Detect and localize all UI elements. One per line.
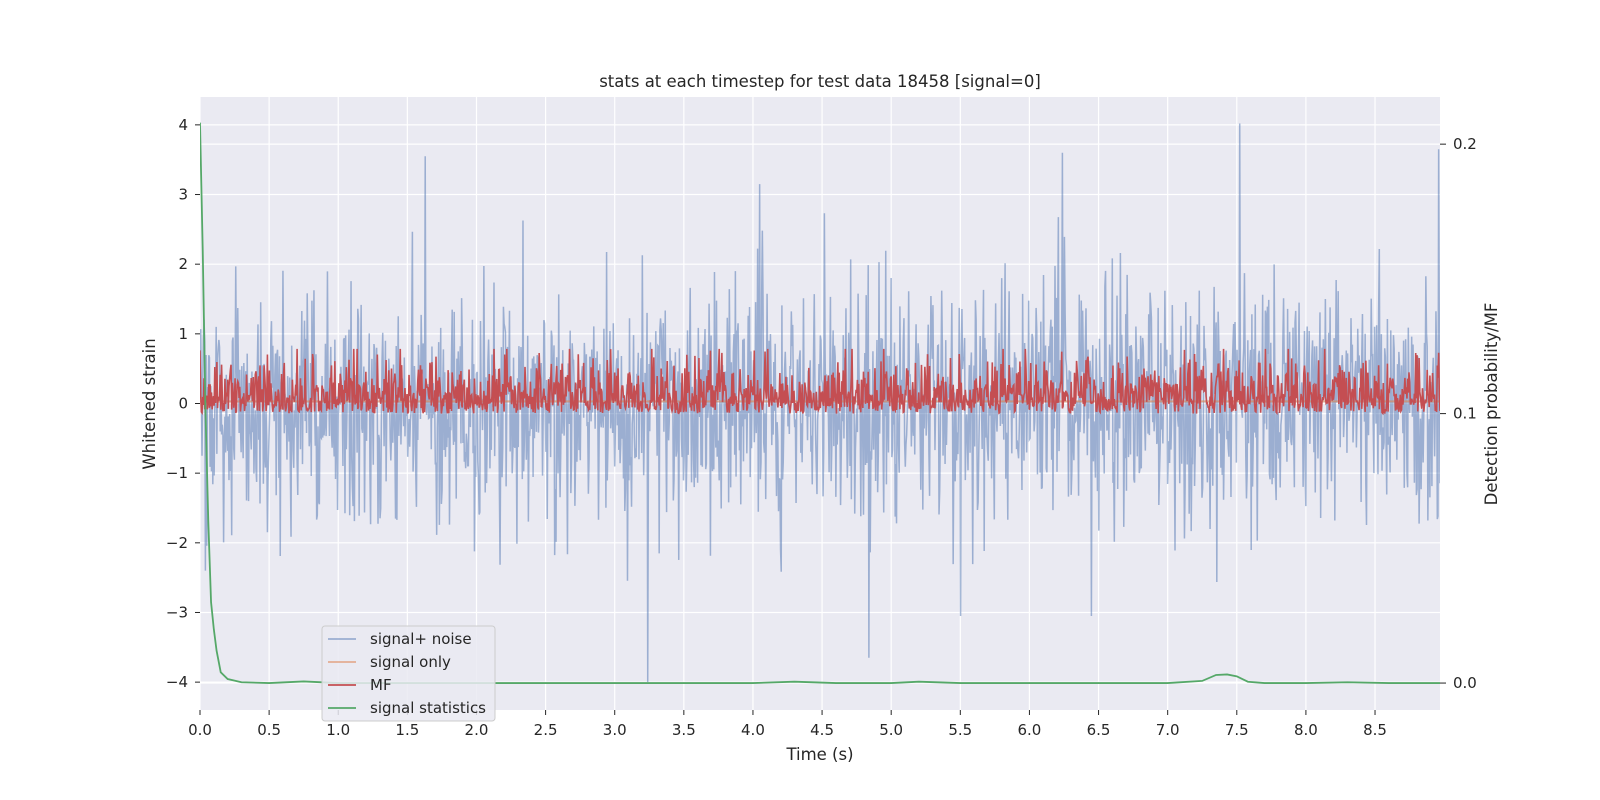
y2-tick-label: 0.1 (1453, 405, 1477, 423)
y-tick-label: −1 (166, 464, 188, 482)
x-tick-label: 5.0 (879, 721, 903, 739)
x-tick-label: 2.5 (534, 721, 558, 739)
x-tick-label: 8.5 (1363, 721, 1387, 739)
x-tick-label: 3.5 (672, 721, 696, 739)
y-tick-label: 1 (178, 325, 188, 343)
x-tick-label: 5.5 (948, 721, 972, 739)
series-signal-statistics-line (200, 122, 1440, 684)
x-tick-label: 8.0 (1294, 721, 1318, 739)
x-tick-label: 0.5 (257, 721, 281, 739)
series-layer (200, 122, 1440, 684)
y2-tick-label: 0.2 (1453, 135, 1477, 153)
x-axis-label: Time (s) (785, 745, 853, 764)
legend-label-mf: MF (370, 676, 392, 694)
chart-title: stats at each timestep for test data 184… (599, 72, 1041, 91)
y-tick-label: −2 (166, 534, 188, 552)
x-tick-label: 4.5 (810, 721, 834, 739)
y-tick-label: −4 (166, 673, 188, 691)
series-mf-line (200, 348, 1440, 416)
y-tick-label: 2 (178, 255, 188, 273)
legend-label-signal-only: signal only (370, 653, 451, 671)
x-tick-label: 7.0 (1156, 721, 1180, 739)
x-tick-label: 4.0 (741, 721, 765, 739)
y-axis-label: Whitened strain (140, 338, 159, 469)
x-tick-label: 3.0 (603, 721, 627, 739)
ticks-layer: 0.0 0.5 1.0 1.5 2.0 2.5 3.0 3.5 4.0 4.5 5.0 5.5 6.0 6… (166, 116, 1477, 739)
legend-label-signal-statistics: signal statistics (370, 699, 486, 717)
y-tick-label: 0 (178, 395, 188, 413)
y2-axis-label: Detection probability/MF (1482, 303, 1501, 506)
x-tick-label: 6.0 (1018, 721, 1042, 739)
x-tick-label: 1.0 (326, 721, 350, 739)
x-tick-label: 0.0 (188, 721, 212, 739)
legend: signal+ noise signal only MF signal stat… (321, 625, 496, 722)
legend-label-signal-noise: signal+ noise (370, 630, 472, 648)
legend-box (321, 625, 496, 722)
y-tick-label: 3 (178, 186, 188, 204)
x-tick-label: 6.5 (1087, 721, 1111, 739)
y2-tick-label: 0.0 (1453, 674, 1477, 692)
x-tick-label: 2.0 (465, 721, 489, 739)
x-tick-label: 1.5 (395, 721, 419, 739)
y-tick-label: 4 (178, 116, 188, 134)
x-tick-label: 7.5 (1225, 721, 1249, 739)
y-tick-label: −3 (166, 603, 188, 621)
